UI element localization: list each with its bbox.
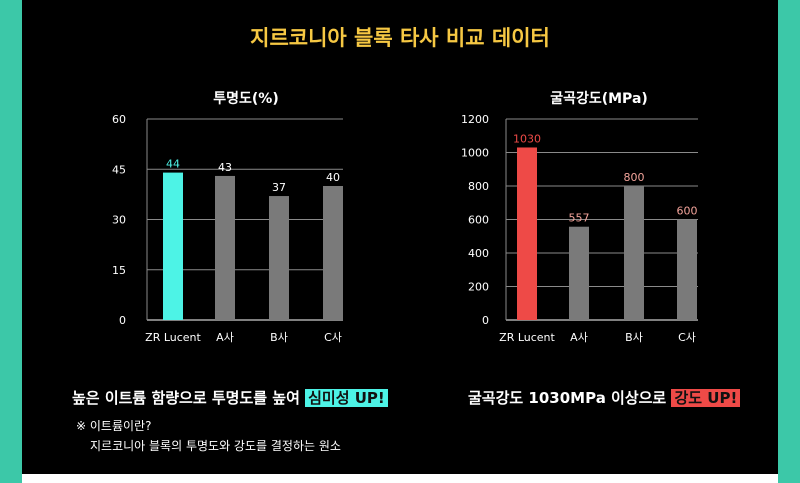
x-tick-label: A사 [570,331,588,344]
bar [569,226,589,320]
strength-caption-text: 굴곡강도 1030MPa 이상으로 [468,389,667,407]
page-title: 지르코니아 블록 타사 비교 데이터 [250,26,550,50]
y-tick-label: 15 [112,264,126,277]
data-label: 37 [272,181,286,194]
x-tick-label: C사 [324,331,342,344]
chart-title: 투명도(%) [213,90,278,107]
data-label: 600 [677,205,698,218]
chart-title: 굴곡강도(MPa) [550,90,648,107]
bar [624,186,644,320]
strength-caption: 굴곡강도 1030MPa 이상으로 강도 UP! [468,387,741,408]
strength-highlight: 강도 UP! [671,389,741,407]
y-tick-label: 600 [468,214,489,227]
translucency-caption: 높은 이트륨 함량으로 투명도를 높여 심미성 UP! [72,387,388,408]
y-tick-label: 200 [468,281,489,294]
bar [163,172,183,320]
y-tick-label: 45 [112,163,126,176]
y-tick-label: 400 [468,247,489,260]
data-label: 43 [218,161,232,174]
x-tick-label: ZR Lucent [145,331,201,344]
y-tick-label: 1200 [461,113,489,126]
y-tick-label: 30 [112,214,126,227]
data-label: 1030 [513,132,541,145]
x-tick-label: A사 [216,331,234,344]
data-label: 44 [166,158,180,171]
translucency-caption-text: 높은 이트륨 함량으로 투명도를 높여 [72,389,300,407]
y-tick-label: 1000 [461,147,489,160]
bottom-divider [22,474,778,483]
background-panel [22,0,778,483]
bar [517,147,537,320]
translucency-highlight: 심미성 UP! [305,389,388,407]
x-tick-label: ZR Lucent [499,331,555,344]
y-tick-label: 0 [119,314,126,327]
y-tick-label: 60 [112,113,126,126]
data-label: 557 [569,212,590,225]
bar [269,196,289,320]
x-tick-label: B사 [625,331,643,344]
note-title: ※ 이트륨이란? [76,419,152,433]
bar [677,219,697,320]
note-description: 지르코니아 블록의 투명도와 강도를 결정하는 원소 [90,439,341,453]
y-tick-label: 0 [482,314,489,327]
x-tick-label: C사 [678,331,696,344]
y-tick-label: 800 [468,180,489,193]
bar [323,186,343,320]
data-label: 40 [326,171,340,184]
yttrium-note: ※ 이트륨이란? 지르코니아 블록의 투명도와 강도를 결정하는 원소 [76,416,341,456]
data-label: 800 [624,171,645,184]
bar [215,175,235,320]
x-tick-label: B사 [270,331,288,344]
